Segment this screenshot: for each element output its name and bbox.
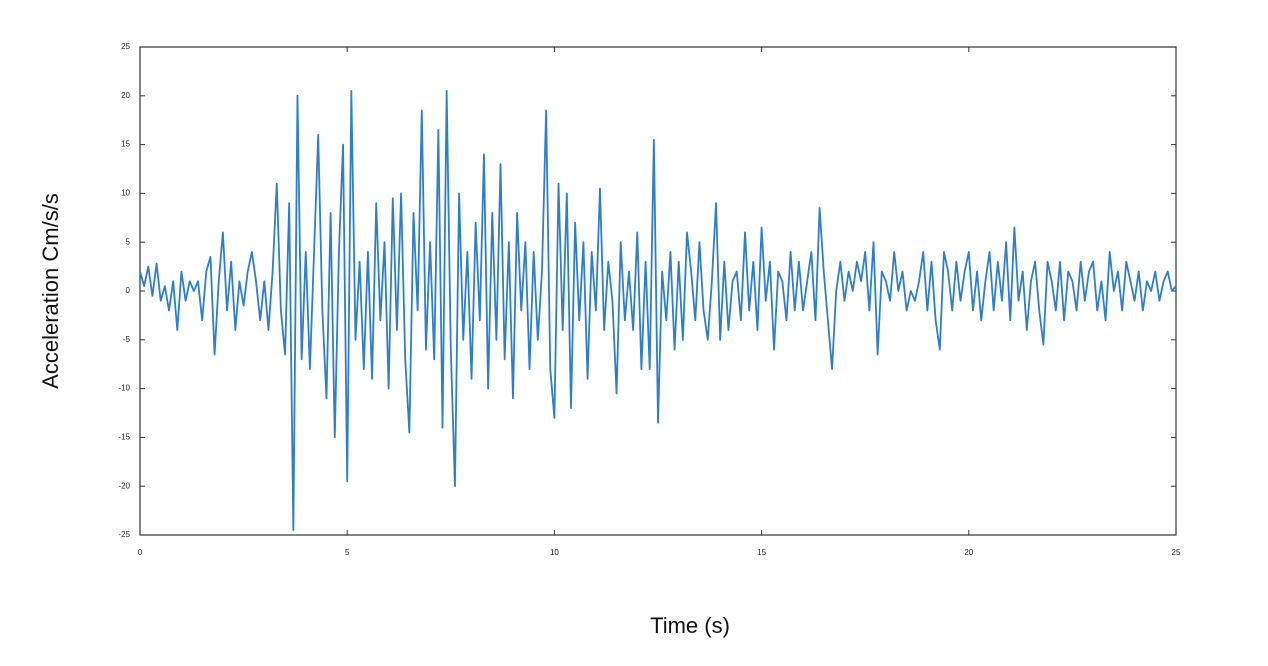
y-tick-label: 5 xyxy=(126,237,131,246)
x-axis-label: Time (s) xyxy=(650,613,730,638)
y-tick-label: 15 xyxy=(121,140,130,149)
y-tick-label: -10 xyxy=(118,384,130,393)
y-tick-label: -20 xyxy=(118,481,130,490)
y-tick-label: -25 xyxy=(118,530,130,539)
data-line xyxy=(139,90,1177,532)
x-tick-label: 25 xyxy=(1172,548,1181,557)
y-tick-label: 0 xyxy=(126,286,131,295)
x-tick-label: 15 xyxy=(757,548,766,557)
x-tick-label: 5 xyxy=(345,548,350,557)
y-axis-label: Acceleration Cm/s/s xyxy=(38,193,63,389)
x-tick-label: 0 xyxy=(138,548,143,557)
y-tick-label: -15 xyxy=(118,433,130,442)
y-tick-label: 10 xyxy=(121,189,130,198)
y-tick-label: 25 xyxy=(121,42,130,51)
x-tick-label: 20 xyxy=(964,548,973,557)
y-tick-label: 20 xyxy=(121,91,130,100)
x-tick-label: 10 xyxy=(550,548,559,557)
y-tick-label: -5 xyxy=(123,335,131,344)
